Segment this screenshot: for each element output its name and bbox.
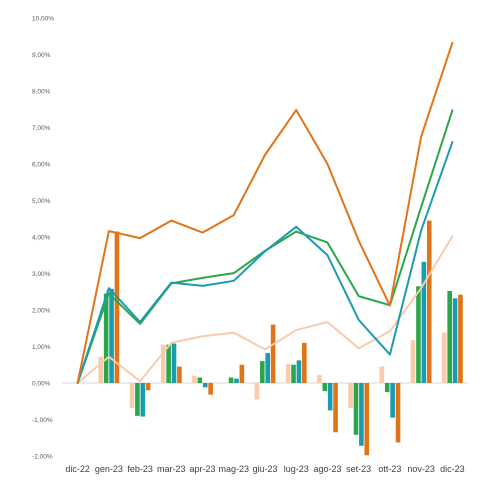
x-tick-label: apr-23 xyxy=(190,464,216,474)
bar xyxy=(202,383,208,388)
series-line xyxy=(76,41,454,384)
bar xyxy=(109,288,114,383)
y-axis-ticks: -2,00% -1,00% 0,00% 1,00% 2,00% 3,00% 4,00% 5,0… xyxy=(32,16,54,461)
bar xyxy=(239,364,245,383)
y-tick-label: 7,00% xyxy=(32,125,51,132)
bar xyxy=(114,231,120,383)
bar xyxy=(379,366,385,383)
y-tick-label: 9,00% xyxy=(32,52,51,59)
bar xyxy=(327,383,333,411)
y-tick-label: 6,00% xyxy=(32,162,51,169)
x-axis-ticks: dic-22 gen-23 feb-23 mar-23 apr-23 mag-23 giu-… xyxy=(65,464,464,474)
x-tick-label: mar-23 xyxy=(157,464,186,474)
bar xyxy=(192,375,197,383)
bar xyxy=(291,364,296,383)
bar xyxy=(364,383,370,456)
x-tick-label: mag-23 xyxy=(219,464,250,474)
bar xyxy=(426,220,432,383)
bar xyxy=(441,332,447,383)
y-tick-label: -1,00% xyxy=(32,417,53,424)
bar xyxy=(197,377,203,383)
line-series-group xyxy=(76,41,454,384)
bar xyxy=(228,377,234,383)
series-line xyxy=(76,235,454,384)
y-tick-label: 1,00% xyxy=(32,344,51,351)
bar xyxy=(333,383,338,433)
bar-series-group xyxy=(98,220,463,456)
y-tick-label: -2,00% xyxy=(32,454,53,461)
bar xyxy=(452,298,458,383)
bar xyxy=(254,383,260,400)
bar xyxy=(129,383,135,408)
y-tick-label: 3,00% xyxy=(32,271,51,278)
bar xyxy=(410,340,416,383)
y-tick-label: 4,00% xyxy=(32,235,51,242)
bar xyxy=(208,383,213,395)
x-tick-label: dic-22 xyxy=(65,464,90,474)
y-tick-label: 8,00% xyxy=(32,89,51,96)
bar xyxy=(270,324,276,383)
bar xyxy=(98,356,104,383)
x-tick-label: ago-23 xyxy=(313,464,341,474)
bar xyxy=(395,383,401,443)
x-tick-label: giu-23 xyxy=(252,464,277,474)
series-line xyxy=(76,109,454,384)
series-line xyxy=(76,141,454,384)
bar xyxy=(234,378,239,383)
bar xyxy=(302,342,307,383)
y-tick-label: 0,00% xyxy=(32,381,51,388)
x-tick-label: set-23 xyxy=(346,464,371,474)
y-tick-label: 5,00% xyxy=(32,198,51,205)
bar xyxy=(416,286,421,383)
bar xyxy=(135,383,140,416)
y-tick-label: 10,00% xyxy=(32,16,54,23)
x-tick-label: gen-23 xyxy=(95,464,123,474)
x-tick-label: feb-23 xyxy=(127,464,153,474)
bar xyxy=(160,344,166,383)
bar xyxy=(166,344,171,383)
bar xyxy=(171,343,177,383)
x-tick-label: lug-23 xyxy=(284,464,309,474)
x-tick-label: dic-23 xyxy=(440,464,465,474)
bar xyxy=(265,353,270,383)
bar xyxy=(359,383,364,446)
bar xyxy=(145,383,151,391)
bar xyxy=(140,383,146,417)
bar xyxy=(353,383,359,435)
bar xyxy=(322,383,328,392)
bar xyxy=(458,294,463,383)
bar xyxy=(390,383,395,418)
y-tick-label: 2,00% xyxy=(32,308,51,315)
bar xyxy=(103,293,109,383)
bar xyxy=(285,364,291,383)
bar xyxy=(296,360,302,383)
bar xyxy=(447,291,452,383)
x-tick-label: ott-23 xyxy=(378,464,401,474)
bar xyxy=(348,383,353,408)
bar xyxy=(260,361,265,383)
x-tick-label: nov-23 xyxy=(407,464,435,474)
bar xyxy=(384,383,390,393)
bar xyxy=(421,261,427,383)
bar xyxy=(177,366,182,383)
bar xyxy=(317,374,322,383)
